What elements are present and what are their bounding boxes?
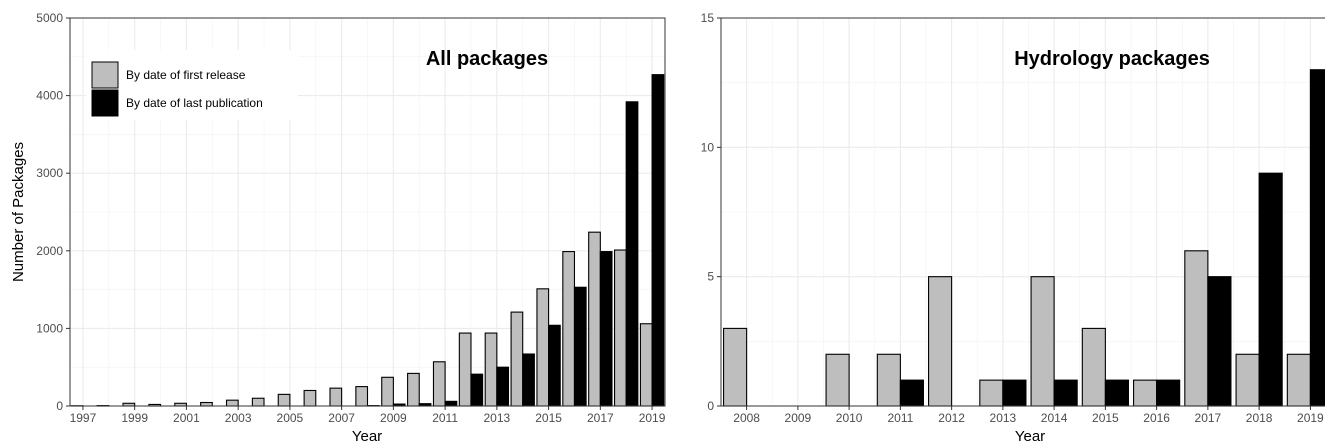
legend-label-first-release: By date of first release [126, 68, 246, 82]
bar-all-first-release-2016 [562, 251, 576, 407]
y-tick-label: 1000 [36, 321, 63, 335]
bar-all-first-release-2008 [355, 386, 369, 407]
x-tick-label: 2011 [432, 411, 458, 425]
x-tick-label: 2011 [887, 411, 913, 425]
bar-hydro-last-publication-2011 [899, 379, 924, 407]
bar-all-last-publication-2017 [599, 251, 613, 407]
bar-all-first-release-2014 [510, 311, 524, 407]
y-tick-label: 5 [707, 270, 714, 284]
x-tick-label: 2019 [1297, 411, 1324, 425]
x-tick-label: 2013 [990, 411, 1017, 425]
bar-hydro-last-publication-2018 [1258, 172, 1283, 407]
bar-all-first-release-2003 [225, 399, 239, 407]
x-axis-title-left: Year [352, 428, 382, 445]
bar-all-first-release-2006 [303, 389, 317, 407]
bar-all-first-release-2004 [251, 397, 265, 407]
y-tick-label: 3000 [36, 166, 63, 180]
y-tick-label: 0 [56, 399, 63, 413]
bar-all-first-release-2002 [200, 401, 213, 407]
bar-hydro-first-release-2013 [979, 379, 1004, 407]
bar-hydro-last-publication-2014 [1053, 379, 1078, 407]
x-axis-title-right: Year [1015, 428, 1045, 445]
bar-all-first-release-2012 [458, 332, 472, 407]
bar-hydro-first-release-2012 [928, 276, 953, 407]
panel-title-hydrology-packages: Hydrology packages [1014, 48, 1210, 70]
y-axis-title-left: Number of Packages [10, 142, 27, 282]
legend-background [86, 50, 298, 120]
panel-all-packages: 0 1000 2000 3000 4000 5000 1997 1999 2001 2003 200… [10, 11, 666, 445]
bar-all-last-publication-2011 [444, 400, 458, 407]
bar-all-last-publication-2019 [651, 74, 665, 407]
bar-hydro-first-release-2016 [1133, 379, 1158, 407]
x-tick-label: 2007 [328, 411, 355, 425]
bar-hydro-last-publication-2017 [1207, 276, 1232, 407]
bar-all-first-release-2015 [536, 288, 550, 407]
x-tick-label: 2005 [277, 411, 304, 425]
bar-all-first-release-2013 [484, 332, 498, 407]
y-tick-label: 15 [701, 11, 715, 25]
bar-all-first-release-2009 [381, 376, 394, 407]
x-tick-label: 2008 [733, 411, 760, 425]
x-tick-label: 1999 [121, 411, 148, 425]
bar-hydro-first-release-2017 [1184, 250, 1209, 407]
bar-all-first-release-2019 [639, 323, 653, 407]
x-tick-label: 2009 [380, 411, 407, 425]
bar-hydro-last-publication-2013 [1002, 379, 1027, 407]
bar-hydro-first-release-2008 [723, 327, 748, 407]
x-tick-label: 2012 [938, 411, 965, 425]
bar-all-last-publication-2018 [625, 101, 639, 407]
legend-label-last-publication: By date of last publication [126, 96, 263, 110]
bar-hydro-first-release-2018 [1235, 353, 1260, 407]
bar-all-last-publication-2014 [522, 353, 535, 407]
y-tick-label: 2000 [36, 244, 63, 258]
panel-hydrology-packages: 0 5 10 15 2008 2009 2010 2011 2012 2013 2014 2015 20… [701, 11, 1325, 445]
x-tick-label: 2009 [785, 411, 812, 425]
bar-all-last-publication-2012 [470, 373, 484, 407]
bar-all-first-release-2010 [407, 372, 420, 407]
y-tick-label: 5000 [36, 11, 63, 25]
bar-hydro-first-release-2015 [1081, 327, 1106, 407]
x-tick-label: 1997 [70, 411, 97, 425]
bar-hydro-first-release-2010 [825, 353, 850, 407]
bar-all-first-release-2007 [329, 387, 343, 407]
y-tick-label: 10 [701, 140, 715, 154]
bar-all-last-publication-2015 [548, 324, 561, 407]
panel-title-all-packages: All packages [426, 48, 548, 70]
bar-all-last-publication-2016 [573, 286, 587, 407]
x-tick-label: 2017 [587, 411, 614, 425]
bar-hydro-first-release-2014 [1030, 276, 1055, 407]
x-tick-label: 2017 [1195, 411, 1222, 425]
x-tick-label: 2001 [173, 411, 200, 425]
bar-all-last-publication-2013 [496, 366, 510, 407]
x-tick-label: 2014 [1041, 411, 1068, 425]
x-tick-label: 2010 [836, 411, 863, 425]
y-tick-label: 0 [707, 399, 714, 413]
x-tick-label: 2013 [483, 411, 510, 425]
legend-key-last-publication [91, 89, 119, 117]
y-tick-label: 4000 [36, 89, 63, 103]
legend-key-first-release [91, 61, 119, 89]
bar-hydro-last-publication-2016 [1156, 379, 1181, 407]
x-tick-label: 2003 [225, 411, 252, 425]
bar-all-first-release-2017 [588, 231, 601, 407]
x-tick-label: 2015 [1092, 411, 1119, 425]
legend: By date of first release By date of last… [86, 50, 298, 120]
bar-all-first-release-2005 [277, 393, 291, 407]
x-tick-label: 2019 [639, 411, 666, 425]
bar-hydro-first-release-2011 [876, 353, 901, 407]
x-tick-label: 2015 [535, 411, 562, 425]
x-tick-label: 2018 [1246, 411, 1273, 425]
bar-hydro-first-release-2019 [1286, 353, 1311, 407]
x-tick-label: 2016 [1143, 411, 1170, 425]
bar-all-first-release-2011 [432, 361, 446, 407]
bar-all-first-release-2018 [613, 249, 627, 407]
bar-hydro-last-publication-2019 [1309, 69, 1325, 407]
bar-hydro-last-publication-2015 [1104, 379, 1129, 407]
